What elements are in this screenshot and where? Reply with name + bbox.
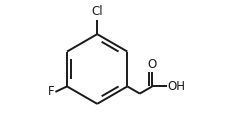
Text: O: O (148, 58, 157, 71)
Text: F: F (48, 85, 54, 98)
Text: Cl: Cl (91, 6, 103, 18)
Text: OH: OH (168, 80, 186, 93)
